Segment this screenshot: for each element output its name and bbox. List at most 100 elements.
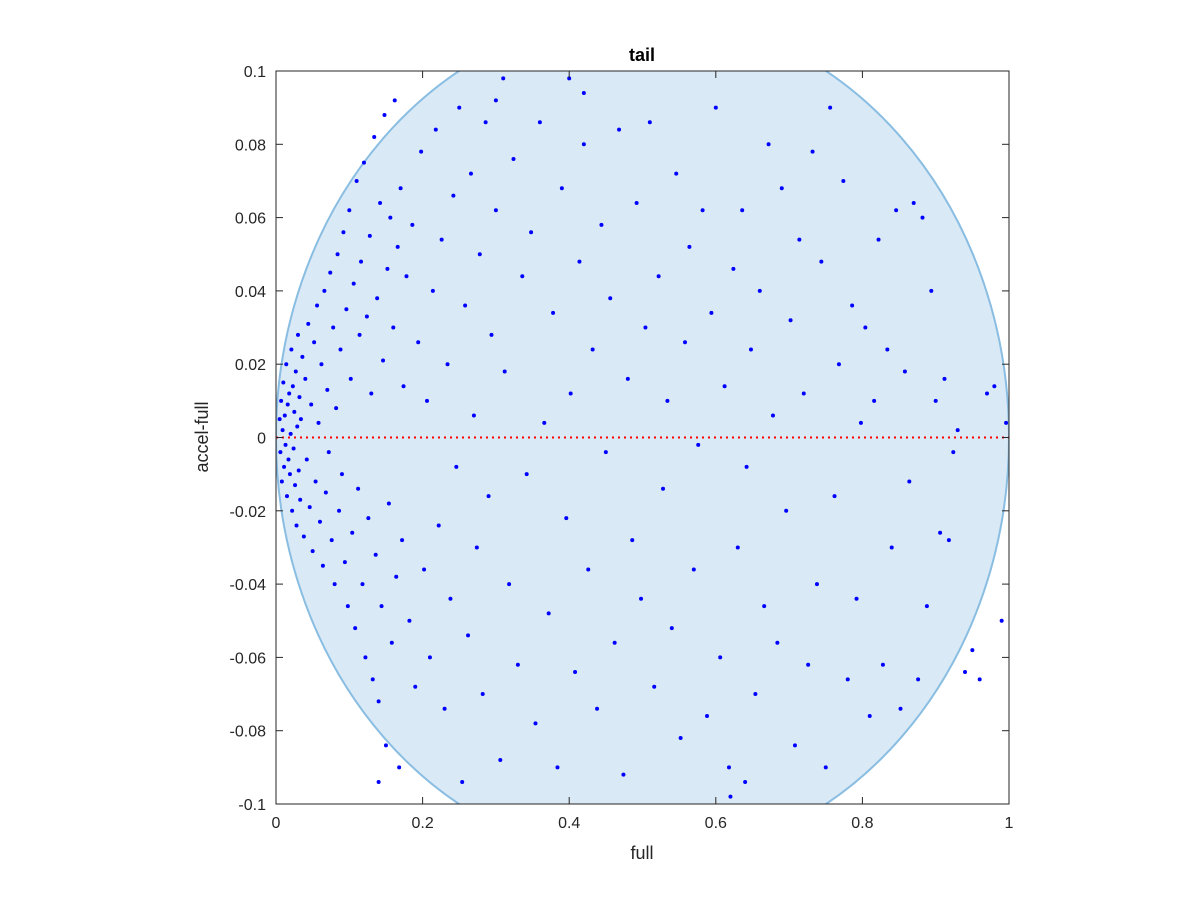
data-point [568,391,573,396]
data-point [691,567,696,572]
data-point [285,402,290,407]
data-point [307,505,312,510]
data-point [398,186,403,191]
data-point [880,662,885,667]
data-point [309,402,314,407]
data-point [439,237,444,242]
data-point [630,538,635,543]
data-point [823,765,828,770]
chart-title: tail [629,45,655,65]
data-point [621,772,626,777]
data-point [678,736,683,741]
data-point [389,640,394,645]
data-point [744,464,749,469]
data-point [381,358,386,363]
data-point [280,428,285,433]
data-point [451,193,456,198]
data-point [520,274,525,279]
data-point [713,105,718,110]
data-point [766,142,771,147]
data-point [797,237,802,242]
data-point [347,208,352,213]
data-point [334,406,339,411]
data-point [718,655,723,660]
data-point [819,259,824,264]
data-point [916,677,921,682]
data-point [328,270,333,275]
data-point [586,567,591,572]
data-point [372,134,377,139]
data-point [313,479,318,484]
data-point [992,384,997,389]
data-point [577,259,582,264]
data-point [486,494,491,499]
x-tick-label: 0.4 [558,815,580,832]
data-point [337,508,342,513]
data-point [674,171,679,176]
data-point [317,519,322,524]
data-point [728,794,733,799]
scatter-points [277,76,1009,799]
data-point [366,516,371,521]
data-point [279,479,284,484]
data-point [617,127,622,132]
data-point [656,274,661,279]
data-point [376,699,381,704]
y-tick-label: -0.1 [238,797,266,814]
data-point [581,142,586,147]
data-point [325,387,330,392]
data-point [977,677,982,682]
data-point [385,266,390,271]
data-point [885,347,890,352]
data-point [430,288,435,293]
data-point [788,318,793,323]
data-point [290,508,295,513]
data-point [306,321,311,326]
data-point [511,156,516,161]
y-tick-label: 0.02 [235,357,266,374]
data-point [762,604,767,609]
data-point [345,604,350,609]
data-point [515,662,520,667]
data-point [468,171,473,176]
data-point [832,494,837,499]
data-point [392,98,397,103]
data-point [278,450,283,455]
data-point [625,376,630,381]
data-point [445,362,450,367]
data-point [933,398,938,403]
data-point [828,105,833,110]
data-point [546,611,551,616]
data-point [348,376,353,381]
data-point [448,596,453,601]
y-tick-label: 0.08 [235,137,266,154]
data-point [296,468,301,473]
data-point [413,684,418,689]
data-point [647,120,652,125]
data-point [951,450,956,455]
data-point [643,325,648,330]
data-point [332,582,337,587]
data-point [319,362,324,367]
data-point [567,76,572,81]
data-point [442,706,447,711]
data-point [293,483,298,488]
data-point [416,340,421,345]
y-axis: -0.1 -0.08 -0.06 -0.04 -0.02 0 0.02 0.04 0.06 0.0… [230,64,1009,814]
data-point [529,230,534,235]
data-point [907,479,912,484]
data-point [814,582,819,587]
data-point [775,640,780,645]
data-point [369,391,374,396]
data-point [590,347,595,352]
data-point [454,464,459,469]
data-point [902,369,907,374]
y-tick-label: -0.02 [230,504,267,521]
data-point [955,428,960,433]
data-point [867,714,872,719]
data-point [581,90,586,95]
data-point [477,252,482,257]
data-point [806,662,811,667]
data-point [304,457,309,462]
data-point [722,384,727,389]
